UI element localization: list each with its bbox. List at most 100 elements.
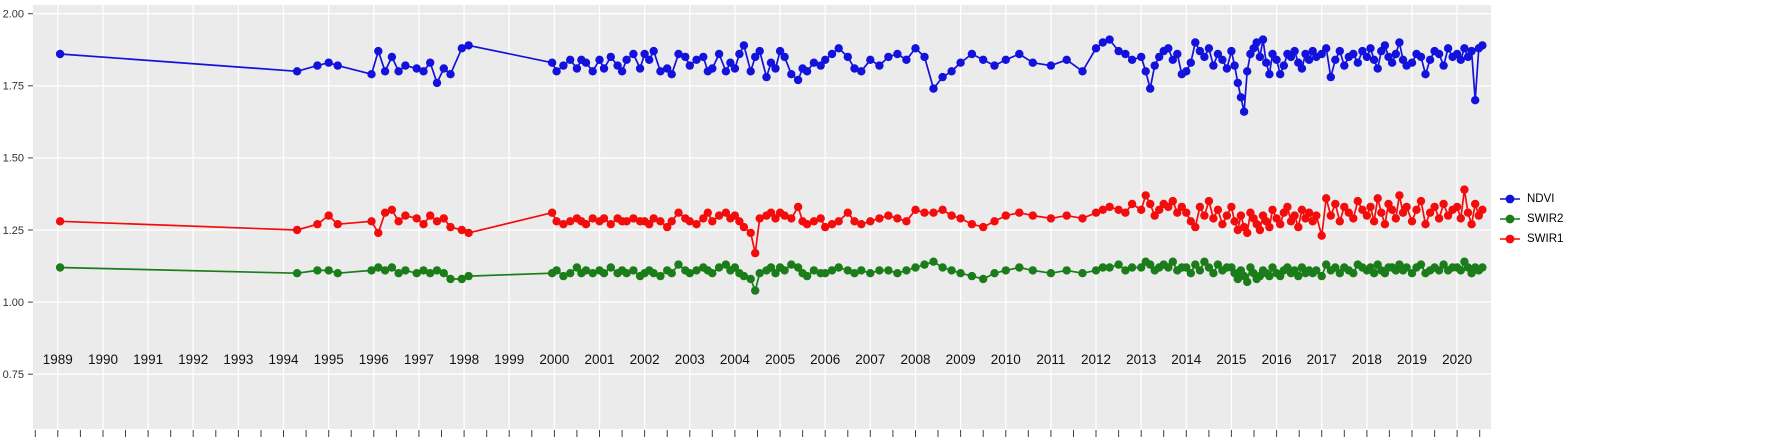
data-point-ndvi xyxy=(827,49,837,59)
data-point-swir1 xyxy=(1421,220,1430,229)
data-point-ndvi xyxy=(1439,61,1448,70)
data-point-swir1 xyxy=(1164,202,1173,212)
data-point-ndvi xyxy=(581,58,591,67)
y-axis-label: 1.00 xyxy=(3,297,24,309)
data-point-swir1 xyxy=(793,202,803,212)
data-point-swir1 xyxy=(432,217,442,226)
data-point-swir1 xyxy=(721,208,731,217)
data-point-swir2 xyxy=(1456,266,1466,275)
data-point-swir2 xyxy=(1137,263,1146,272)
data-point-ndvi xyxy=(1478,41,1487,50)
legend-item-ndvi: NDVI xyxy=(1498,190,1563,207)
data-point-swir1 xyxy=(464,228,473,238)
data-point-ndvi xyxy=(412,64,421,73)
y-axis-label: 0.75 xyxy=(3,369,24,381)
data-point-swir1 xyxy=(866,217,875,226)
x-axis-label: 2015 xyxy=(1216,352,1246,367)
data-point-ndvi xyxy=(1168,55,1178,64)
data-point-swir1 xyxy=(730,211,740,220)
data-point-ndvi xyxy=(1182,67,1191,76)
data-point-ndvi xyxy=(1255,52,1265,62)
data-point-swir1 xyxy=(674,208,683,217)
data-point-ndvi xyxy=(893,49,902,59)
data-point-swir2 xyxy=(464,271,473,281)
data-point-swir2 xyxy=(1001,266,1010,275)
data-point-ndvi xyxy=(938,72,947,82)
data-point-ndvi xyxy=(1358,46,1367,56)
data-point-ndvi xyxy=(834,44,843,53)
data-point-swir2 xyxy=(374,263,383,272)
y-axis-label: 1.25 xyxy=(3,225,24,237)
x-axis-label: 2013 xyxy=(1126,352,1156,367)
data-point-ndvi xyxy=(902,55,911,64)
data-point-ndvi xyxy=(380,67,390,76)
data-point-swir1 xyxy=(333,220,342,229)
data-point-swir2 xyxy=(714,263,724,272)
data-point-ndvi xyxy=(956,58,965,67)
data-point-ndvi xyxy=(821,55,830,64)
x-axis-label: 2001 xyxy=(584,352,614,367)
x-axis-label: 2009 xyxy=(946,352,976,367)
data-point-swir2 xyxy=(746,274,755,284)
data-point-swir1 xyxy=(1478,205,1487,214)
data-point-ndvi xyxy=(1121,49,1130,59)
data-point-swir1 xyxy=(739,222,749,232)
x-axis-label: 2002 xyxy=(630,352,660,367)
data-point-swir2 xyxy=(656,271,665,281)
data-point-swir1 xyxy=(1439,199,1448,209)
data-point-ndvi xyxy=(1326,72,1336,82)
data-point-ndvi xyxy=(726,58,735,67)
data-point-swir1 xyxy=(629,214,638,223)
ndvi-legend-label: NDVI xyxy=(1527,192,1555,205)
data-point-swir2 xyxy=(559,271,568,281)
data-point-ndvi xyxy=(1362,52,1372,62)
data-point-ndvi xyxy=(446,70,455,79)
data-point-swir2 xyxy=(1098,263,1108,272)
data-point-ndvi xyxy=(622,55,631,64)
data-point-swir1 xyxy=(1182,208,1191,217)
data-point-swir1 xyxy=(663,222,672,232)
data-point-swir2 xyxy=(1335,269,1345,278)
data-point-swir1 xyxy=(1255,225,1265,235)
data-point-swir1 xyxy=(1213,205,1223,214)
x-axis-label: 1998 xyxy=(449,352,479,367)
ndvi-legend-key-icon xyxy=(1498,191,1522,207)
data-point-swir1 xyxy=(1015,208,1024,217)
data-point-ndvi xyxy=(1209,61,1218,70)
data-point-swir2 xyxy=(730,263,740,272)
data-point-swir2 xyxy=(367,266,376,275)
data-point-swir2 xyxy=(432,266,442,275)
data-point-swir2 xyxy=(1416,260,1426,269)
data-point-ndvi xyxy=(1387,58,1397,67)
data-point-swir2 xyxy=(1091,266,1101,275)
data-point-ndvi xyxy=(432,78,442,88)
data-point-ndvi xyxy=(629,49,638,59)
data-point-swir1 xyxy=(857,220,866,229)
x-axis-label: 2012 xyxy=(1081,352,1111,367)
data-point-swir1 xyxy=(1425,208,1435,217)
data-point-ndvi xyxy=(566,55,575,64)
data-point-swir1 xyxy=(1395,191,1404,200)
data-point-ndvi xyxy=(439,64,448,73)
data-point-swir1 xyxy=(1191,222,1200,232)
data-point-ndvi xyxy=(762,72,771,82)
data-point-ndvi xyxy=(866,55,875,64)
data-point-swir1 xyxy=(979,222,988,232)
data-point-swir1 xyxy=(1366,202,1375,212)
data-point-swir1 xyxy=(292,225,302,235)
data-point-swir1 xyxy=(1353,196,1363,206)
data-point-ndvi xyxy=(1467,46,1476,56)
data-point-swir2 xyxy=(552,266,561,275)
data-point-ndvi xyxy=(656,67,665,76)
data-point-swir2 xyxy=(827,266,837,275)
data-point-swir2 xyxy=(1322,260,1331,269)
data-point-swir2 xyxy=(843,266,852,275)
data-point-ndvi xyxy=(374,46,383,56)
data-point-swir1 xyxy=(313,220,322,229)
data-point-ndvi xyxy=(884,52,893,62)
data-point-swir1 xyxy=(667,217,676,226)
data-point-swir1 xyxy=(1340,202,1349,212)
data-point-swir1 xyxy=(1452,202,1462,212)
x-axis-label: 2006 xyxy=(810,352,840,367)
